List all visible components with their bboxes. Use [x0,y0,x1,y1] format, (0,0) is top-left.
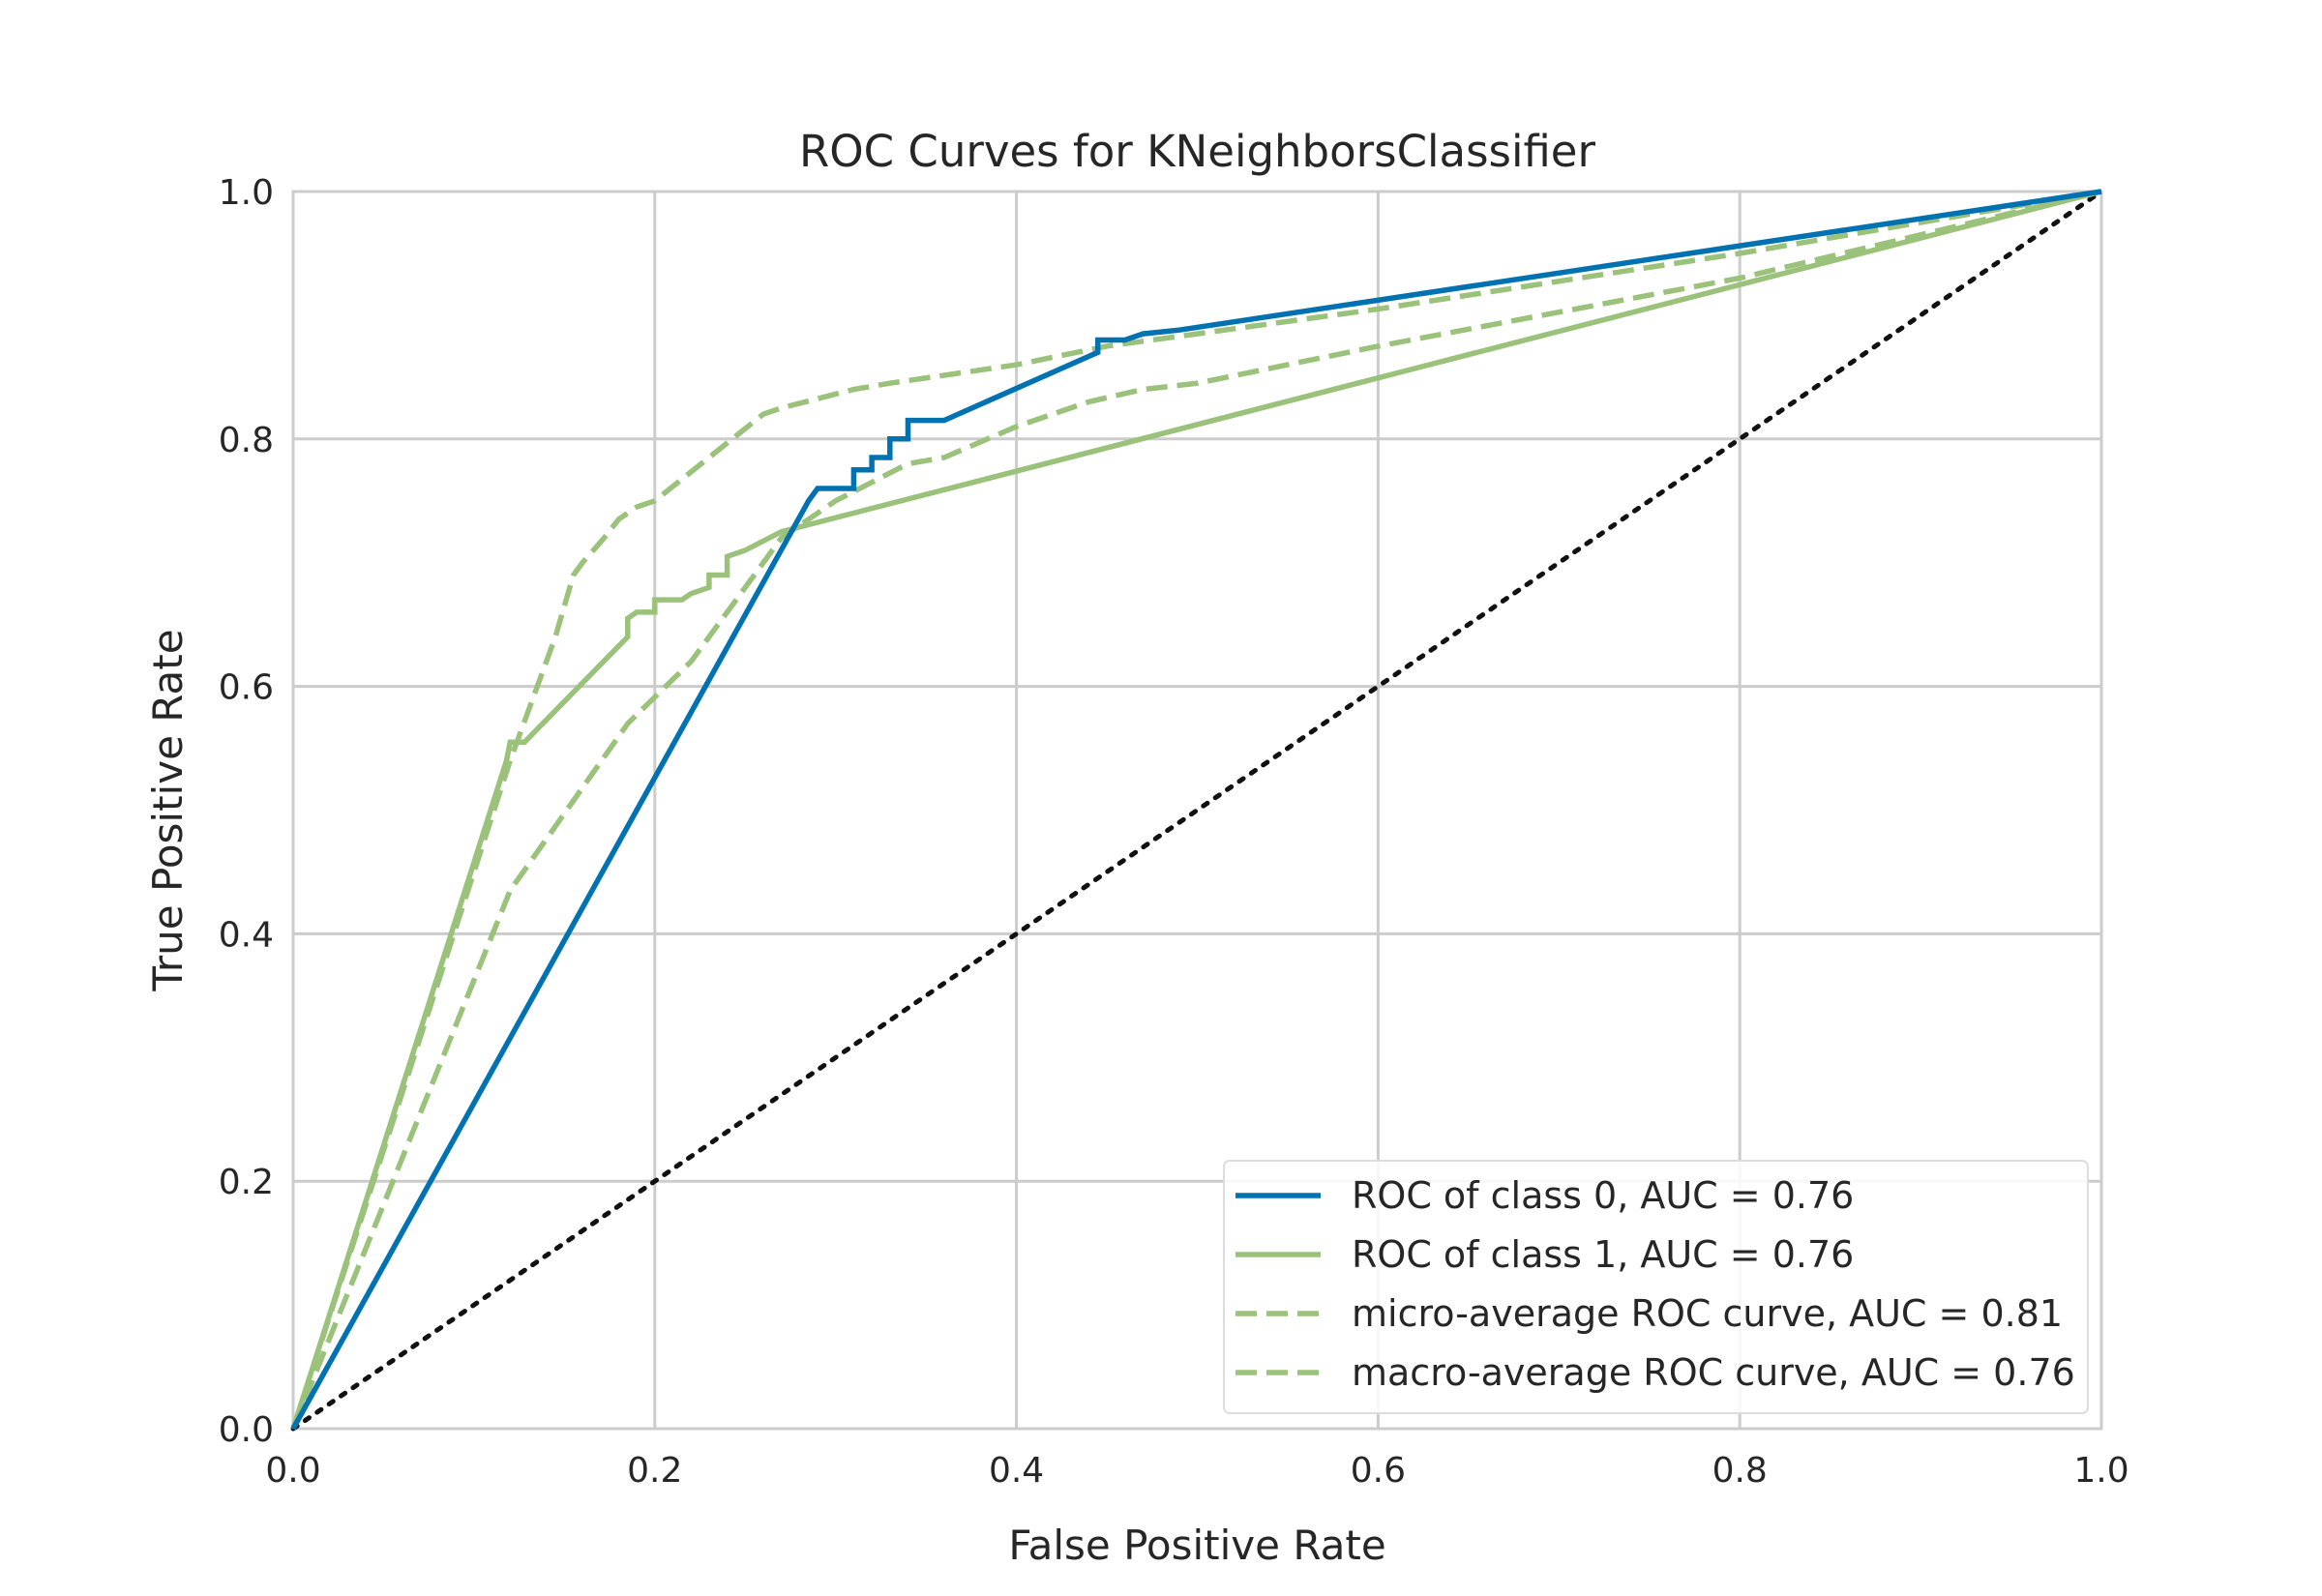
roc-series-line-2 [290,189,2102,1430]
x-axis-label: False Positive Rate [1008,1522,1385,1569]
roc-series-line-3 [290,189,2102,1431]
plot-frame [291,190,2103,1431]
x-tick-label: 0.2 [627,1451,682,1491]
legend-label: ROC of class 1, AUC = 0.76 [1352,1233,1854,1276]
legend-label: macro-average ROC curve, AUC = 0.76 [1352,1351,2075,1394]
x-tick-label: 0.8 [1712,1451,1768,1491]
roc-series-line-1 [290,189,2102,1430]
tick-labels: 0.0 0.2 0.4 0.6 0.8 1.0 0.0 0.2 0.4 0.6 0.8 1.0 [219,173,2129,1491]
y-tick-label: 0.8 [219,421,274,460]
roc-series-line-0 [290,189,2102,1431]
y-axis-label: True Positive Rate [144,629,192,991]
legend-label: micro-average ROC curve, AUC = 0.81 [1352,1292,2063,1335]
y-tick-label: 0.0 [219,1410,274,1450]
x-tick-label: 0.0 [265,1451,320,1491]
y-tick-label: 1.0 [219,173,274,213]
legend-label: ROC of class 0, AUC = 0.76 [1352,1174,1854,1217]
x-tick-label: 0.6 [1351,1451,1406,1491]
chance-reference-line [290,189,2104,1432]
y-tick-label: 0.4 [219,915,274,955]
legend: ROC of class 0, AUC = 0.76 ROC of class 1… [1223,1160,2089,1414]
x-tick-label: 1.0 [2073,1451,2128,1491]
y-tick-label: 0.6 [219,668,274,708]
grid [291,190,2103,1431]
x-tick-label: 0.4 [989,1451,1044,1491]
reference-line-layer [290,189,2104,1432]
legend-box [1223,1160,2089,1414]
y-tick-label: 0.2 [219,1163,274,1202]
series-layer [290,189,2102,1431]
chart-title: ROC Curves for KNeighborsClassifier [799,126,1596,177]
